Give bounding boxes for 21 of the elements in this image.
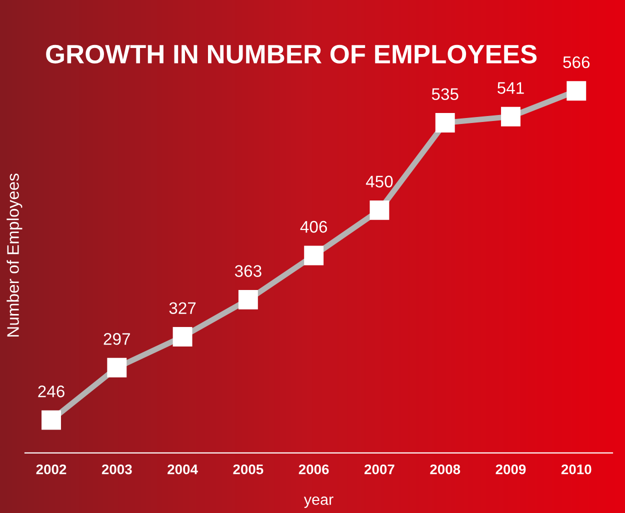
data-label: 450: [366, 176, 393, 188]
y-axis-title: Number of Employees: [6, 174, 22, 337]
data-label: 541: [498, 82, 524, 94]
x-tick-label: 2004: [168, 464, 198, 474]
x-tick-label: 2008: [430, 464, 460, 474]
data-label: 535: [432, 88, 458, 100]
x-tick-label: 2003: [102, 464, 132, 474]
x-tick-label: 2002: [36, 464, 66, 474]
x-tick-label: 2010: [561, 464, 592, 474]
data-label: 566: [563, 56, 590, 68]
x-tick-label: 2006: [298, 464, 329, 474]
chart-title: GROWTH IN NUMBER OF EMPLOYEES: [46, 44, 537, 64]
data-label: 327: [169, 302, 196, 314]
x-tick-label: 2007: [364, 464, 394, 474]
x-tick-label: 2005: [233, 464, 264, 474]
x-axis-title: year: [304, 496, 334, 508]
data-label: 246: [38, 386, 64, 398]
data-label: 363: [234, 265, 262, 277]
data-label: 297: [104, 333, 130, 345]
data-label: 406: [300, 220, 327, 233]
x-tick-label: 2009: [496, 464, 526, 474]
